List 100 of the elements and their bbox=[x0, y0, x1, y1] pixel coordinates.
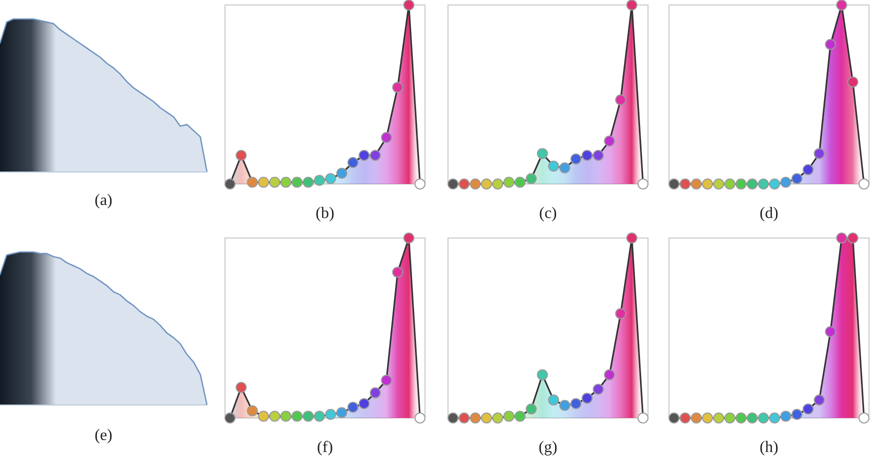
point bbox=[724, 178, 736, 190]
point bbox=[448, 412, 458, 424]
point bbox=[847, 76, 858, 88]
point bbox=[314, 174, 325, 186]
point bbox=[236, 382, 247, 393]
point bbox=[570, 153, 582, 164]
point bbox=[246, 176, 258, 188]
point bbox=[758, 412, 769, 424]
point bbox=[836, 232, 848, 244]
point bbox=[814, 148, 825, 160]
point bbox=[414, 178, 426, 190]
point bbox=[802, 164, 814, 176]
point bbox=[858, 178, 870, 190]
point bbox=[847, 232, 858, 244]
point bbox=[769, 178, 780, 190]
point bbox=[314, 410, 325, 422]
text: (g) bbox=[538, 439, 558, 456]
point bbox=[791, 173, 802, 184]
point bbox=[336, 407, 348, 418]
point bbox=[724, 412, 736, 424]
text: (h) bbox=[760, 439, 778, 456]
point bbox=[292, 176, 303, 188]
text: (c) bbox=[539, 205, 557, 222]
point bbox=[392, 266, 404, 278]
point bbox=[224, 178, 236, 190]
point bbox=[592, 384, 604, 395]
point bbox=[514, 410, 526, 422]
point bbox=[536, 369, 548, 380]
point bbox=[680, 178, 691, 190]
point bbox=[824, 326, 836, 338]
point bbox=[347, 157, 358, 168]
point bbox=[403, 232, 414, 244]
point bbox=[758, 178, 769, 190]
point bbox=[258, 410, 270, 422]
point bbox=[559, 400, 570, 411]
point bbox=[347, 402, 358, 413]
point bbox=[638, 178, 648, 190]
point bbox=[858, 412, 870, 424]
point bbox=[302, 410, 314, 422]
point bbox=[736, 178, 747, 190]
point bbox=[503, 176, 514, 188]
point bbox=[615, 94, 626, 106]
point bbox=[780, 410, 792, 422]
point bbox=[514, 176, 526, 188]
point bbox=[280, 410, 292, 422]
text: (f) bbox=[317, 439, 333, 456]
text: (e) bbox=[94, 427, 112, 444]
point bbox=[380, 374, 392, 386]
point bbox=[392, 82, 404, 93]
point bbox=[592, 150, 604, 161]
point bbox=[269, 176, 280, 188]
point bbox=[769, 412, 780, 424]
point bbox=[358, 150, 370, 161]
point bbox=[458, 178, 470, 190]
point bbox=[280, 176, 292, 188]
point bbox=[690, 178, 702, 190]
point bbox=[668, 178, 680, 190]
text: (b) bbox=[316, 205, 334, 222]
point bbox=[403, 0, 414, 10]
point bbox=[746, 412, 758, 424]
point bbox=[526, 404, 537, 414]
point bbox=[269, 410, 280, 422]
point bbox=[370, 150, 381, 161]
point bbox=[470, 412, 481, 424]
point bbox=[570, 398, 582, 410]
point bbox=[690, 412, 702, 424]
point bbox=[224, 412, 236, 424]
point bbox=[292, 410, 303, 422]
point bbox=[626, 232, 638, 244]
point bbox=[824, 38, 836, 50]
point bbox=[582, 150, 593, 161]
point bbox=[680, 412, 691, 424]
point bbox=[736, 412, 747, 424]
point bbox=[802, 404, 814, 414]
point bbox=[236, 150, 247, 161]
point bbox=[370, 387, 381, 398]
point bbox=[780, 176, 792, 188]
point bbox=[548, 160, 560, 172]
point bbox=[414, 412, 426, 424]
point bbox=[713, 178, 724, 190]
point bbox=[503, 410, 514, 422]
point bbox=[336, 168, 348, 179]
point bbox=[836, 0, 848, 10]
point bbox=[325, 408, 336, 420]
point bbox=[626, 0, 638, 10]
point bbox=[746, 178, 758, 190]
point bbox=[615, 308, 626, 320]
point bbox=[458, 412, 470, 424]
point bbox=[470, 178, 481, 190]
point bbox=[548, 394, 560, 406]
point bbox=[302, 176, 314, 188]
point bbox=[536, 148, 548, 160]
point bbox=[638, 412, 648, 424]
point bbox=[702, 178, 714, 190]
point bbox=[604, 136, 615, 147]
point bbox=[492, 412, 504, 424]
point bbox=[492, 178, 504, 190]
point bbox=[481, 178, 492, 190]
point bbox=[791, 408, 802, 420]
point bbox=[668, 412, 680, 424]
